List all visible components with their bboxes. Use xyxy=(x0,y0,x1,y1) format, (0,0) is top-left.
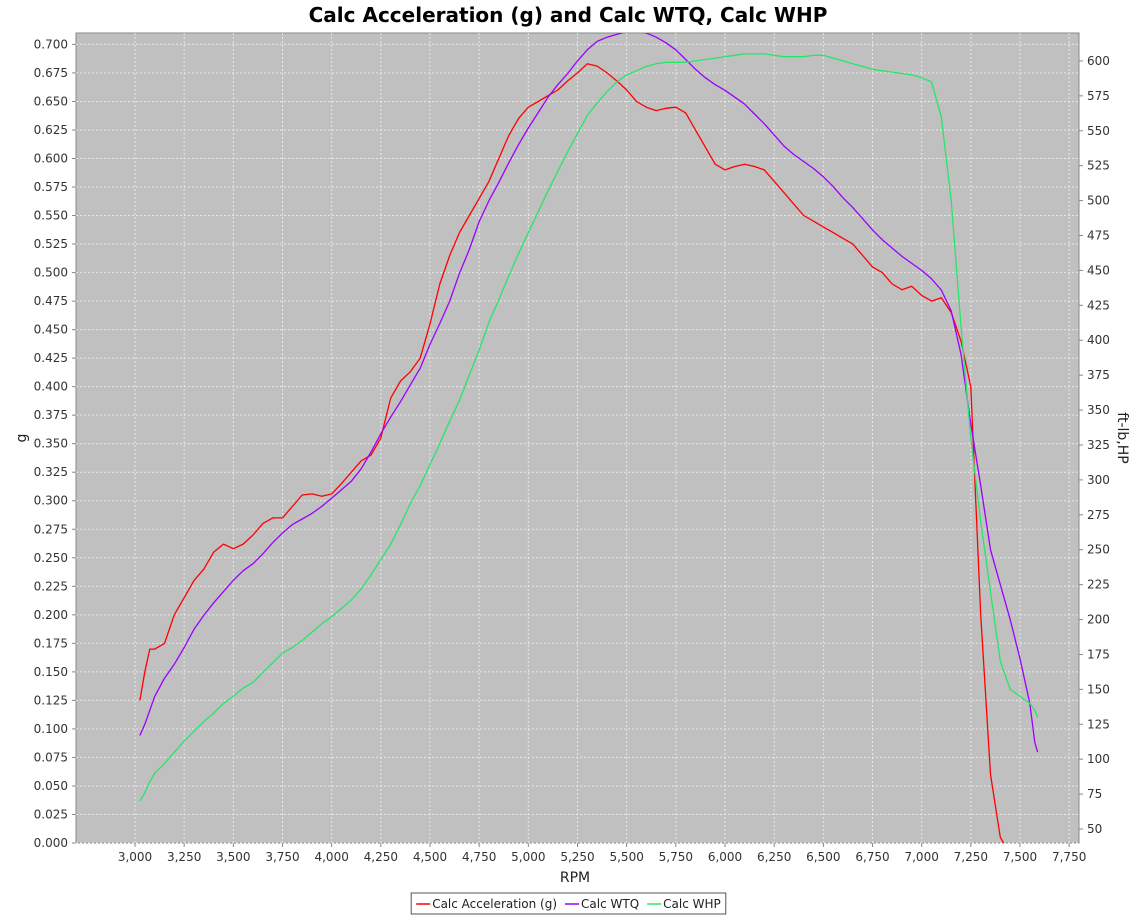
x-tick-label: 5,250 xyxy=(560,850,594,864)
x-tick-label: 6,000 xyxy=(708,850,742,864)
y-left-tick-label: 0.025 xyxy=(34,807,68,821)
y-left-tick-label: 0.475 xyxy=(34,294,68,308)
y-right-tick-label: 475 xyxy=(1087,229,1110,243)
y-left-tick-label: 0.275 xyxy=(34,522,68,536)
y-right-tick-label: 425 xyxy=(1087,298,1110,312)
y-right-tick-label: 300 xyxy=(1087,473,1110,487)
y-right-tick-label: 175 xyxy=(1087,647,1110,661)
series-line-1 xyxy=(139,33,1039,753)
x-tick-label: 5,000 xyxy=(511,850,545,864)
y-left-tick-label: 0.375 xyxy=(34,408,68,422)
y-right-tick-label: 325 xyxy=(1087,438,1110,452)
y-left-tick-label: 0.400 xyxy=(34,380,68,394)
y-left-tick-label: 0.550 xyxy=(34,209,68,223)
y-left-tick-label: 0.500 xyxy=(34,266,68,280)
axes: 3,000 3,250 3,500 3,750 4,000 4,250 4,500 4,750… xyxy=(34,37,1110,864)
y-right-tick-label: 400 xyxy=(1087,333,1110,347)
x-tick-label: 7,000 xyxy=(904,850,938,864)
x-tick-label: 6,500 xyxy=(806,850,840,864)
y-left-tick-label: 0.425 xyxy=(34,351,68,365)
y-right-tick-label: 600 xyxy=(1087,54,1110,68)
y-left-tick-label: 0.650 xyxy=(34,94,68,108)
legend: Calc Acceleration (g) Calc WTQ Calc WHP xyxy=(410,892,727,915)
x-tick-label: 4,250 xyxy=(364,850,398,864)
y-right-tick-label: 525 xyxy=(1087,159,1110,173)
y-right-tick-label: 350 xyxy=(1087,403,1110,417)
y-left-tick-label: 0.300 xyxy=(34,494,68,508)
y-left-tick-label: 0.125 xyxy=(34,693,68,707)
y-right-tick-label: 50 xyxy=(1087,822,1102,836)
x-tick-label: 4,500 xyxy=(413,850,447,864)
y-left-tick-label: 0.100 xyxy=(34,722,68,736)
x-tick-label: 4,000 xyxy=(314,850,348,864)
y-right-tick-label: 225 xyxy=(1087,578,1110,592)
x-tick-label: 7,250 xyxy=(954,850,988,864)
series-line-2 xyxy=(139,53,1039,802)
chart-title: Calc Acceleration (g) and Calc WTQ, Calc… xyxy=(309,3,828,27)
x-tick-label: 3,500 xyxy=(216,850,250,864)
y-axis-right-label: ft-lb,HP xyxy=(1114,412,1130,463)
y-left-tick-label: 0.200 xyxy=(34,608,68,622)
y-right-tick-label: 375 xyxy=(1087,368,1110,382)
y-left-tick-label: 0.525 xyxy=(34,237,68,251)
y-left-tick-label: 0.150 xyxy=(34,665,68,679)
y-left-tick-label: 0.450 xyxy=(34,323,68,337)
y-right-tick-label: 125 xyxy=(1087,717,1110,731)
x-tick-label: 4,750 xyxy=(462,850,496,864)
x-tick-label: 7,750 xyxy=(1052,850,1086,864)
y-right-tick-label: 150 xyxy=(1087,682,1110,696)
legend-label: Calc WHP xyxy=(663,897,721,911)
x-tick-label: 3,250 xyxy=(167,850,201,864)
x-tick-label: 3,750 xyxy=(265,850,299,864)
y-axis-left-label: g xyxy=(14,434,30,443)
y-left-tick-label: 0.225 xyxy=(34,579,68,593)
y-right-tick-label: 75 xyxy=(1087,787,1102,801)
y-right-tick-label: 250 xyxy=(1087,543,1110,557)
y-left-tick-label: 0.675 xyxy=(34,66,68,80)
y-left-tick-label: 0.075 xyxy=(34,750,68,764)
y-left-tick-label: 0.350 xyxy=(34,437,68,451)
x-tick-label: 6,250 xyxy=(757,850,791,864)
x-axis-label: RPM xyxy=(560,870,590,886)
x-tick-label: 5,750 xyxy=(659,850,693,864)
x-tick-label: 6,750 xyxy=(855,850,889,864)
x-tick-label: 7,500 xyxy=(1003,850,1037,864)
x-tick-label: 3,000 xyxy=(118,850,152,864)
x-tick-label: 5,500 xyxy=(609,850,643,864)
y-left-tick-label: 0.575 xyxy=(34,180,68,194)
y-right-tick-label: 100 xyxy=(1087,752,1110,766)
y-left-tick-label: 0.000 xyxy=(34,836,68,850)
y-right-tick-label: 450 xyxy=(1087,263,1110,277)
y-left-tick-label: 0.600 xyxy=(34,151,68,165)
y-left-tick-label: 0.700 xyxy=(34,37,68,51)
y-left-tick-label: 0.325 xyxy=(34,465,68,479)
y-right-tick-label: 575 xyxy=(1087,89,1110,103)
y-right-tick-label: 200 xyxy=(1087,613,1110,627)
y-right-tick-label: 550 xyxy=(1087,124,1110,138)
y-left-tick-label: 0.250 xyxy=(34,551,68,565)
y-left-tick-label: 0.625 xyxy=(34,123,68,137)
legend-label: Calc WTQ xyxy=(581,897,639,911)
y-right-tick-label: 500 xyxy=(1087,194,1110,208)
y-left-tick-label: 0.175 xyxy=(34,636,68,650)
y-right-tick-label: 275 xyxy=(1087,508,1110,522)
series-lines xyxy=(139,33,1039,843)
series-line-0 xyxy=(139,63,1005,843)
y-left-tick-label: 0.050 xyxy=(34,779,68,793)
legend-label: Calc Acceleration (g) xyxy=(432,897,557,911)
